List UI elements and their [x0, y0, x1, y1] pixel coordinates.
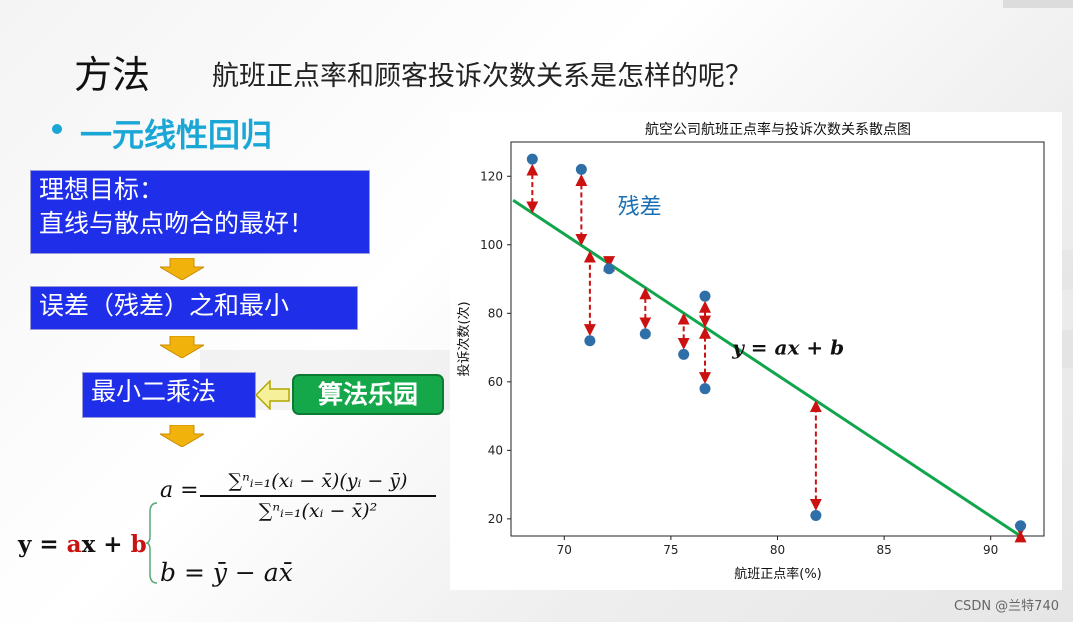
down-arrow-icon [160, 425, 204, 447]
scatter-point [810, 509, 822, 521]
scatter-point [584, 335, 596, 347]
residual-label: 残差 [618, 195, 662, 220]
y-tick-label: 20 [488, 512, 503, 526]
eq-mid: x + [81, 531, 131, 558]
chart-panel: 航空公司航班正点率与投诉次数关系散点图 70 75 80 85 90 20 40 60 80 10… [450, 112, 1062, 590]
scatter-point [603, 263, 615, 275]
y-axis-label: 投诉次数(次) [456, 301, 472, 376]
x-tick-label: 90 [983, 543, 998, 557]
down-arrow-icon [160, 336, 204, 358]
y-tick-label: 120 [480, 169, 503, 183]
a-numerator: ∑ⁿᵢ₌₁(xᵢ − x̄)(yᵢ − ȳ) [228, 470, 408, 492]
scatter-point [699, 383, 711, 395]
goal-box: 理想目标： 直线与散点吻合的最好！ [30, 170, 370, 254]
y-tick-label: 100 [480, 238, 503, 252]
y-tick-label: 80 [488, 306, 503, 320]
eq-y-prefix: y = [18, 531, 67, 558]
left-arrow-icon [256, 380, 290, 410]
slide-subtitle: 航班正点率和顾客投诉次数关系是怎样的呢？ [212, 61, 752, 92]
x-tick-label: 75 [663, 543, 678, 557]
goal-box-line1: 理想目标： [39, 175, 165, 204]
scatter-point [526, 153, 538, 165]
a-formula-lhs: a = [160, 478, 199, 503]
top-right-bar [1003, 0, 1073, 8]
scatter-chart: 航空公司航班正点率与投诉次数关系散点图 70 75 80 85 90 20 40 60 80 10… [456, 121, 1045, 582]
scatter-point [699, 290, 711, 302]
least-squares-box: 最小二乘法 [82, 372, 256, 418]
slide-title: 方法 [74, 53, 151, 97]
a-denominator: ∑ⁿᵢ₌₁(xᵢ − x̄)² [258, 499, 378, 522]
error-box: 误差（残差）之和最小 [30, 286, 358, 330]
eq-b-symbol: b [130, 531, 147, 558]
chart-title: 航空公司航班正点率与投诉次数关系散点图 [645, 121, 911, 138]
y-tick-label: 40 [488, 443, 503, 457]
line-equation-label: y = ax + b [731, 335, 844, 359]
eq-a-symbol: a [66, 531, 82, 558]
bullet-heading: 一元线性回归 [80, 116, 273, 154]
algorithm-park-button[interactable]: 算法乐园 [292, 374, 444, 415]
x-axis-label: 航班正点率(%) [734, 566, 822, 582]
y-tick-label: 60 [488, 375, 503, 389]
down-arrow-icon [160, 258, 204, 280]
scatter-point [575, 163, 587, 175]
scatter-point [678, 348, 690, 360]
goal-box-line2: 直线与散点吻合的最好！ [39, 209, 315, 238]
x-tick-label: 80 [770, 543, 785, 557]
scatter-point [639, 328, 651, 340]
fraction-line [200, 495, 436, 497]
x-tick-label: 70 [557, 543, 572, 557]
b-formula: b = ȳ − ax̄ [160, 558, 293, 587]
scatter-point [1015, 520, 1027, 532]
bracket-icon [146, 502, 158, 584]
watermark: CSDN @兰特740 [953, 599, 1059, 614]
a-formula-fraction: ∑ⁿᵢ₌₁(xᵢ − x̄)(yᵢ − ȳ) ∑ⁿᵢ₌₁(xᵢ − x̄)² [200, 470, 436, 522]
bullet-dot-icon [52, 124, 62, 134]
regression-equation: y = ax + b [18, 531, 147, 558]
x-tick-label: 85 [876, 543, 891, 557]
regression-line [512, 198, 1022, 538]
